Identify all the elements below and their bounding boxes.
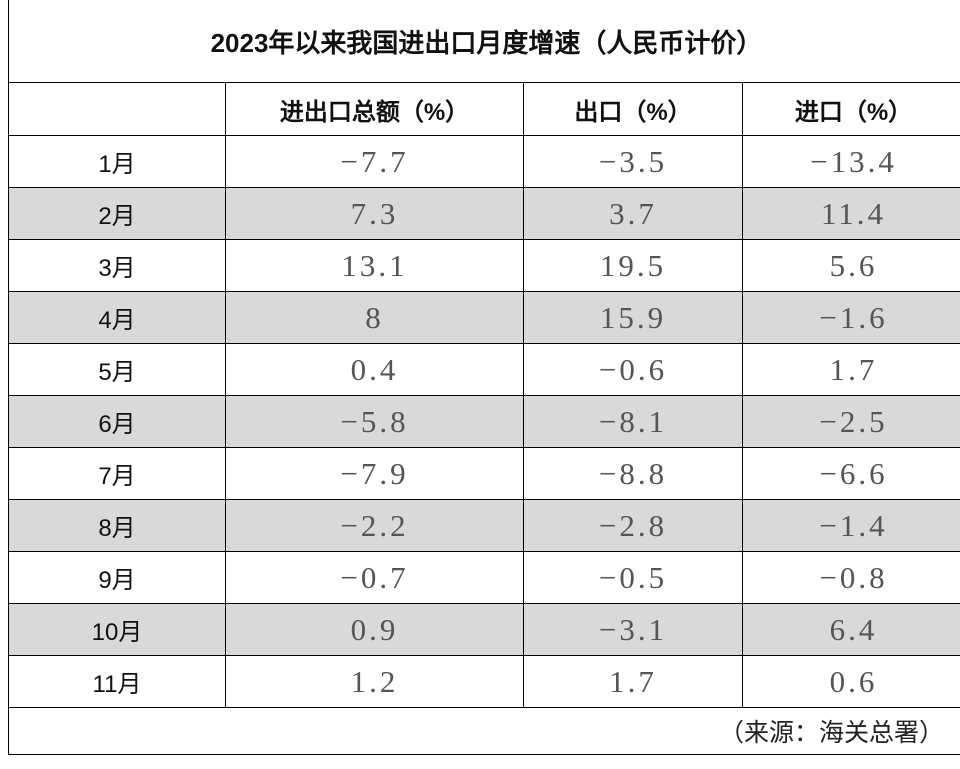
value-cell: −8.1 [523, 395, 743, 448]
month-cell: 5月 [8, 343, 226, 396]
header-cell: 出口（%） [523, 82, 743, 136]
value-cell: −3.1 [523, 603, 743, 656]
value-cell: −8.8 [523, 447, 743, 500]
month-cell: 9月 [8, 551, 226, 604]
trade-table: 2023年以来我国进出口月度增速（人民币计价） 进出口总额（%） 出口（%） 进口（… [7, 0, 960, 755]
value-cell: −2.8 [523, 499, 743, 552]
data-row: 4月 8 15.9 −1.6 [8, 291, 960, 344]
source-note: （来源：海关总署） [7, 707, 960, 755]
value-cell: 1.7 [741, 343, 960, 396]
value-cell: 5.6 [741, 239, 960, 292]
data-row: 1月 −7.7 −3.5 −13.4 [8, 135, 960, 188]
value-cell: −2.2 [225, 499, 524, 552]
value-cell: 11.4 [741, 187, 960, 240]
month-cell: 7月 [8, 447, 226, 500]
value-cell: −0.6 [523, 343, 743, 396]
value-cell: −13.4 [741, 135, 960, 188]
value-cell: −1.6 [741, 291, 960, 344]
value-cell: −3.5 [523, 135, 743, 188]
header-cell: 进出口总额（%） [225, 82, 524, 136]
data-row: 5月 0.4 −0.6 1.7 [8, 343, 960, 396]
value-cell: 19.5 [523, 239, 743, 292]
source-row: （来源：海关总署） [7, 707, 960, 755]
month-cell: 6月 [8, 395, 226, 448]
value-cell: −7.9 [225, 447, 524, 500]
value-cell: −7.7 [225, 135, 524, 188]
data-row: 10月 0.9 −3.1 6.4 [8, 603, 960, 656]
value-cell: 0.6 [741, 655, 960, 708]
value-cell: 1.7 [523, 655, 743, 708]
data-row: 9月 −0.7 −0.5 −0.8 [8, 551, 960, 604]
value-cell: −0.7 [225, 551, 524, 604]
header-row: 进出口总额（%） 出口（%） 进口（%） [8, 82, 960, 136]
value-cell: 6.4 [741, 603, 960, 656]
value-cell: 0.4 [225, 343, 524, 396]
table-title: 2023年以来我国进出口月度增速（人民币计价） [7, 0, 960, 83]
data-row: 7月 −7.9 −8.8 −6.6 [8, 447, 960, 500]
value-cell: 3.7 [523, 187, 743, 240]
value-cell: −1.4 [741, 499, 960, 552]
month-cell: 11月 [8, 655, 226, 708]
month-cell: 2月 [8, 187, 226, 240]
month-cell: 1月 [8, 135, 226, 188]
data-row: 2月 7.3 3.7 11.4 [8, 187, 960, 240]
month-cell: 8月 [8, 499, 226, 552]
title-row: 2023年以来我国进出口月度增速（人民币计价） [7, 0, 960, 83]
table-body: 2023年以来我国进出口月度增速（人民币计价） 进出口总额（%） 出口（%） 进口（… [7, 0, 960, 755]
data-row: 3月 13.1 19.5 5.6 [8, 239, 960, 292]
value-cell: −6.6 [741, 447, 960, 500]
data-row: 6月 −5.8 −8.1 −2.5 [8, 395, 960, 448]
month-cell: 3月 [8, 239, 226, 292]
month-cell: 4月 [8, 291, 226, 344]
value-cell: −0.8 [741, 551, 960, 604]
value-cell: 7.3 [225, 187, 524, 240]
value-cell: −2.5 [741, 395, 960, 448]
value-cell: 1.2 [225, 655, 524, 708]
data-row: 11月 1.2 1.7 0.6 [8, 655, 960, 708]
month-cell: 10月 [8, 603, 226, 656]
value-cell: −5.8 [225, 395, 524, 448]
header-corner [8, 82, 226, 136]
value-cell: 8 [225, 291, 524, 344]
value-cell: 13.1 [225, 239, 524, 292]
value-cell: −0.5 [523, 551, 743, 604]
header-cell: 进口（%） [741, 82, 960, 136]
value-cell: 0.9 [225, 603, 524, 656]
value-cell: 15.9 [523, 291, 743, 344]
data-row: 8月 −2.2 −2.8 −1.4 [8, 499, 960, 552]
